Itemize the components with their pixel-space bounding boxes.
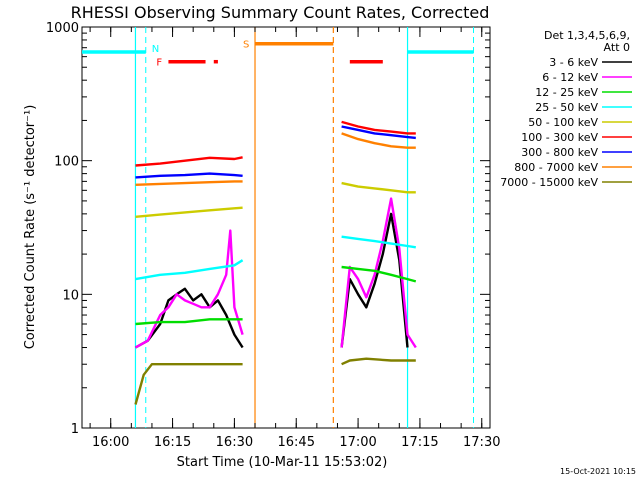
legend-label: 800 - 7000 keV	[514, 161, 598, 174]
x-tick-label: 17:00	[339, 435, 376, 450]
x-tick-label: 16:15	[154, 435, 191, 450]
legend-header: Det 1,3,4,5,6,9,	[544, 29, 630, 42]
y-tick-label: 1	[71, 422, 79, 437]
series-line	[341, 125, 416, 140]
plot-border	[81, 26, 491, 429]
x-tick-label: 17:15	[401, 435, 438, 450]
series-line	[341, 120, 416, 135]
x-axis-label: Start Time (10-Mar-11 15:53:02)	[177, 455, 388, 470]
series-1	[134, 197, 417, 349]
series-line	[135, 259, 244, 281]
chart-title: RHESSI Observing Summary Count Rates, Co…	[71, 3, 490, 22]
observation-flags: N S F	[82, 27, 475, 428]
series-line	[340, 197, 417, 349]
series-3	[135, 235, 416, 281]
series-line	[135, 172, 243, 179]
series-line	[341, 132, 416, 149]
y-tick-label: 10	[62, 288, 79, 303]
legend-header: Att 0	[604, 41, 630, 54]
series-0	[134, 212, 409, 349]
x-tick-label: 16:00	[92, 435, 129, 450]
flag-label-s: S	[243, 40, 249, 51]
legend-label: 300 - 800 keV	[521, 146, 598, 159]
legend-label: 50 - 100 keV	[528, 116, 598, 129]
x-axis: 16:00 16:15 16:30 16:45 17:00 17:15 17:30	[89, 27, 500, 450]
legend-label: 12 - 25 keV	[535, 86, 598, 99]
series-line	[134, 363, 243, 405]
x-tick-label: 16:30	[216, 435, 253, 450]
series-line	[341, 265, 417, 283]
series-line	[135, 180, 243, 186]
y-axis-label: Corrected Count Rate (s⁻¹ detector⁻¹)	[23, 105, 38, 350]
series-line	[341, 235, 416, 249]
series-line	[135, 318, 243, 326]
legend: Det 1,3,4,5,6,9,Att 0 3 - 6 keV 6 - 12 keV…	[500, 29, 632, 189]
legend-label: 7000 - 15000 keV	[500, 176, 598, 189]
series-line	[341, 181, 416, 194]
legend-label: 6 - 12 keV	[542, 71, 598, 84]
series-group	[134, 120, 417, 405]
series-line	[134, 287, 244, 349]
legend-label: 100 - 300 keV	[521, 131, 598, 144]
series-line	[134, 229, 244, 349]
series-6	[135, 125, 416, 179]
y-tick-label: 100	[54, 155, 79, 170]
series-line	[135, 156, 243, 167]
legend-label: 3 - 6 keV	[549, 56, 598, 69]
flag-label-n: N	[152, 44, 159, 55]
series-2	[135, 265, 417, 326]
series-4	[135, 181, 416, 218]
series-8	[134, 357, 416, 405]
x-tick-label: 16:45	[278, 435, 315, 450]
plot-timestamp: 15-Oct-2021 10:15	[560, 467, 636, 476]
plot-frame	[81, 26, 491, 429]
series-5	[135, 120, 416, 167]
y-axis: 1 10 100 1000	[46, 21, 490, 437]
x-tick-label: 17:30	[463, 435, 500, 450]
flag-label-f: F	[156, 58, 162, 69]
series-line	[135, 206, 243, 218]
legend-label: 25 - 50 keV	[535, 101, 598, 114]
series-line	[341, 357, 416, 366]
series-7	[135, 132, 416, 186]
y-tick-label: 1000	[46, 21, 79, 36]
